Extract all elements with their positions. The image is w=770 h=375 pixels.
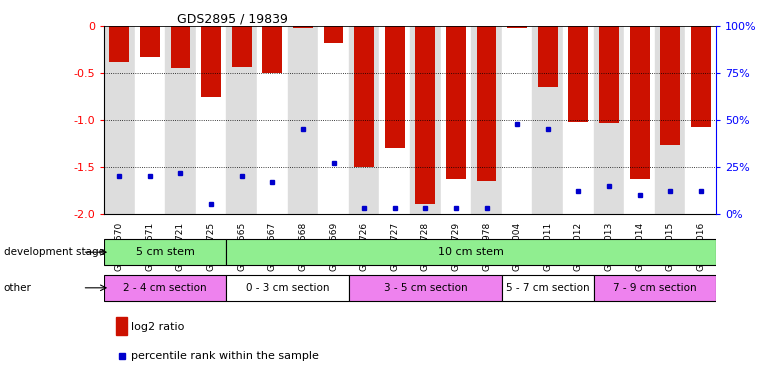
Bar (165, 26, 196, 214)
Bar (293, 26, 313, 28)
Bar (263, 26, 283, 73)
Bar (380, 26, 410, 214)
Bar (232, 26, 252, 67)
Bar (594, 26, 624, 214)
Bar (226, 26, 257, 214)
Bar (477, 26, 497, 181)
Bar (257, 26, 287, 214)
Bar (323, 26, 343, 43)
Bar (594, 275, 716, 301)
Bar (685, 26, 716, 214)
Bar (415, 26, 435, 204)
Bar (410, 26, 440, 214)
Bar (440, 26, 471, 214)
Text: 3 - 5 cm section: 3 - 5 cm section (383, 283, 467, 293)
Bar (502, 275, 594, 301)
Text: 5 cm stem: 5 cm stem (136, 247, 195, 257)
Bar (385, 26, 405, 148)
Bar (196, 26, 226, 214)
Bar (563, 26, 594, 214)
Bar (104, 240, 226, 265)
Bar (140, 26, 160, 57)
Bar (104, 275, 226, 301)
Bar (537, 26, 557, 87)
Bar (349, 26, 380, 214)
Bar (599, 26, 619, 123)
Bar (170, 26, 190, 68)
Bar (654, 26, 685, 214)
Bar (201, 26, 221, 97)
Text: 2 - 4 cm section: 2 - 4 cm section (123, 283, 207, 293)
Bar (502, 26, 532, 214)
Bar (354, 26, 374, 167)
Bar (471, 26, 502, 214)
Bar (318, 26, 349, 214)
Bar (104, 26, 135, 214)
Text: GDS2895 / 19839: GDS2895 / 19839 (177, 12, 288, 25)
Text: development stage: development stage (4, 247, 105, 257)
Text: 7 - 9 cm section: 7 - 9 cm section (613, 283, 697, 293)
Text: 0 - 3 cm section: 0 - 3 cm section (246, 283, 330, 293)
Bar (691, 26, 711, 127)
Bar (624, 26, 654, 214)
Bar (630, 26, 650, 179)
Bar (226, 275, 349, 301)
Text: percentile rank within the sample: percentile rank within the sample (132, 351, 320, 361)
Bar (349, 275, 502, 301)
Text: other: other (4, 283, 32, 293)
Bar (287, 26, 318, 214)
Text: 5 - 7 cm section: 5 - 7 cm section (506, 283, 590, 293)
Bar (109, 26, 129, 62)
Bar (226, 240, 716, 265)
Text: log2 ratio: log2 ratio (132, 322, 185, 332)
Bar (507, 26, 527, 28)
Bar (446, 26, 466, 179)
Bar (116, 317, 127, 335)
Bar (660, 26, 680, 146)
Bar (532, 26, 563, 214)
Text: 10 cm stem: 10 cm stem (438, 247, 504, 257)
Bar (135, 26, 165, 214)
Bar (568, 26, 588, 122)
